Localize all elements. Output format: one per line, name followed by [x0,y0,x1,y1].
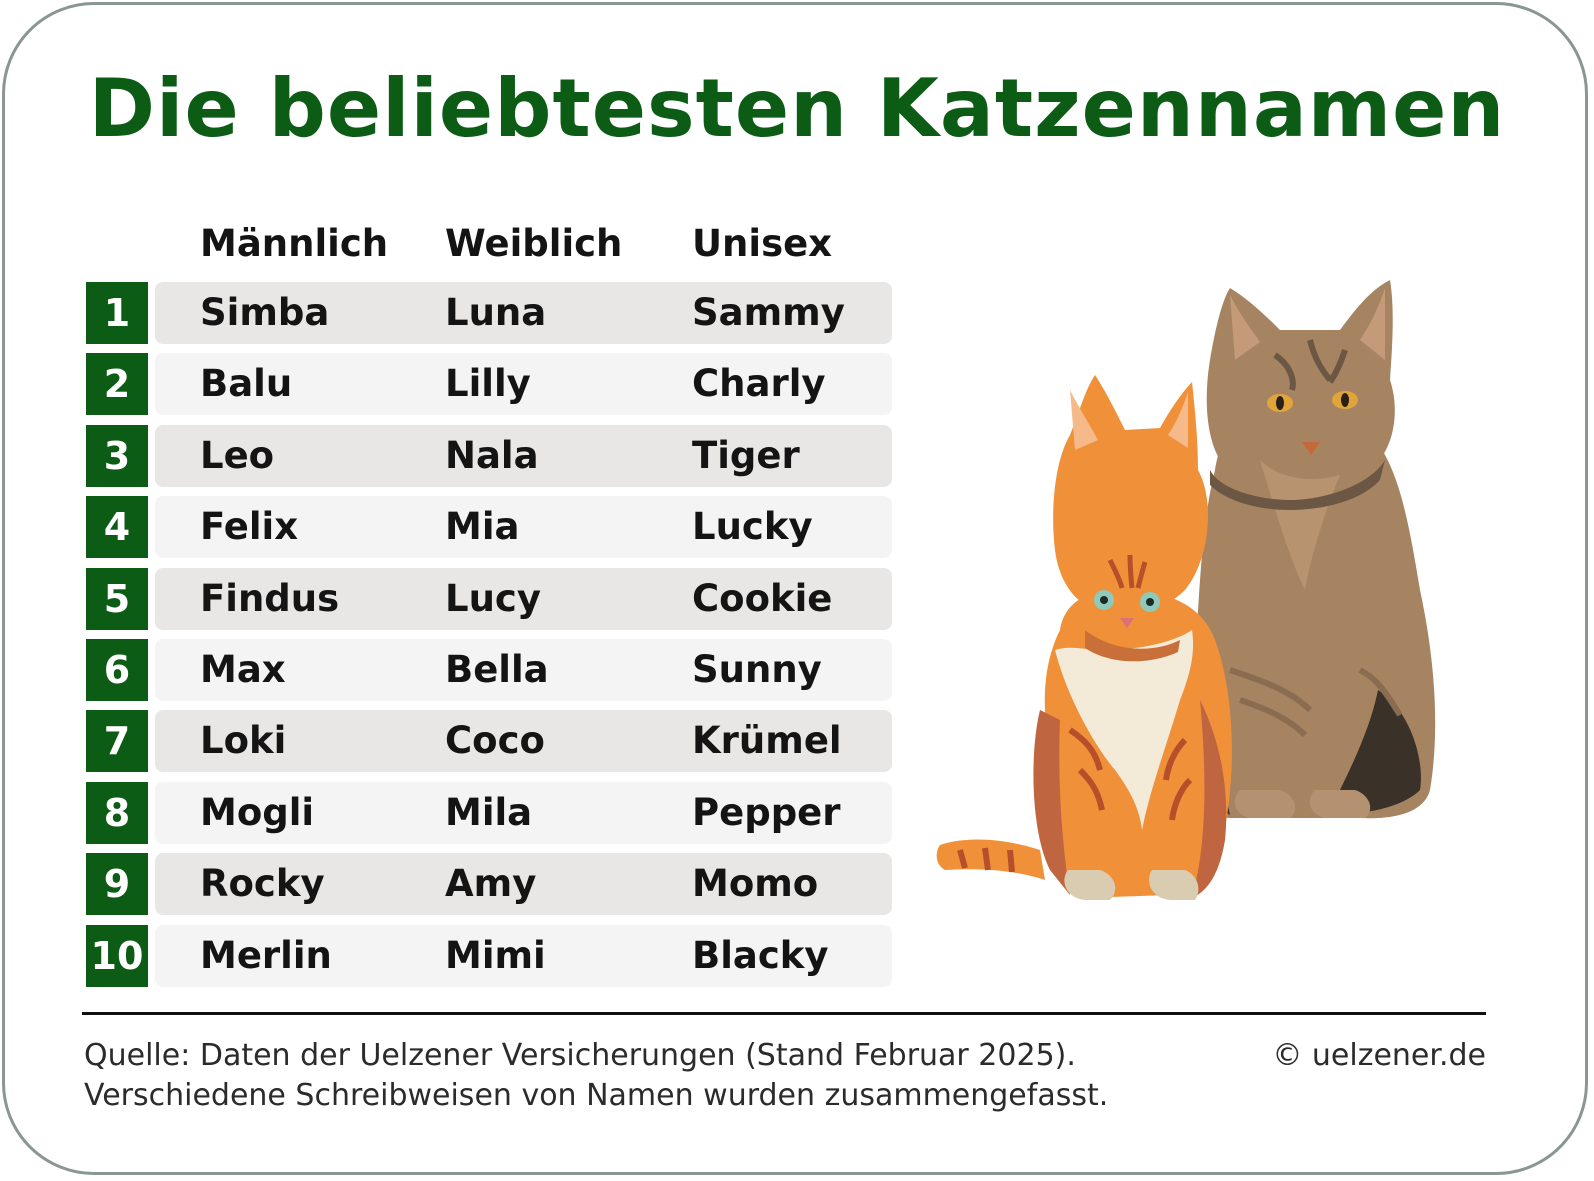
table-row [155,853,892,915]
two-cats-illustration [936,280,1436,900]
rank-badge: 8 [86,782,148,844]
male-name: Leo [200,434,275,477]
female-name: Mila [445,791,533,834]
table-row [155,496,892,558]
female-name: Lucy [445,577,541,620]
unisex-name: Lucky [692,505,813,548]
male-name: Max [200,648,286,691]
unisex-name: Sammy [692,291,845,334]
rank-badge: 4 [86,496,148,558]
rank-badge: 9 [86,853,148,915]
male-name: Mogli [200,791,315,834]
unisex-name: Tiger [692,434,800,477]
column-header-male: Männlich [200,222,389,265]
table-row [155,925,892,987]
male-name: Balu [200,362,293,405]
table-row [155,568,892,630]
female-name: Bella [445,648,549,691]
female-name: Mia [445,505,520,548]
copyright-text: © uelzener.de [1272,1038,1486,1073]
gray-cat-icon [1183,280,1436,819]
unisex-name: Pepper [692,791,841,834]
female-name: Mimi [445,934,546,977]
female-name: Coco [445,719,545,762]
column-header-unisex: Unisex [692,222,833,265]
female-name: Amy [445,862,537,905]
source-note: Quelle: Daten der Uelzener Versicherunge… [84,1036,1108,1116]
footer-divider [82,1012,1486,1015]
unisex-name: Cookie [692,577,833,620]
source-line-2: Verschiedene Schreibweisen von Namen wur… [84,1078,1109,1113]
unisex-name: Momo [692,862,819,905]
rank-badge: 5 [86,568,148,630]
page-title: Die beliebtesten Katzennamen [88,62,1506,155]
male-name: Loki [200,719,287,762]
male-name: Findus [200,577,340,620]
column-header-female: Weiblich [445,222,623,265]
female-name: Luna [445,291,547,334]
unisex-name: Charly [692,362,826,405]
table-row [155,782,892,844]
table-row [155,282,892,344]
female-name: Nala [445,434,539,477]
table-row [155,639,892,701]
male-name: Felix [200,505,299,548]
unisex-name: Blacky [692,934,829,977]
rank-badge: 3 [86,425,148,487]
table-row [155,353,892,415]
rank-badge: 1 [86,282,148,344]
rank-badge: 7 [86,710,148,772]
table-row [155,710,892,772]
source-line-1: Quelle: Daten der Uelzener Versicherunge… [84,1038,1076,1073]
unisex-name: Krümel [692,719,842,762]
female-name: Lilly [445,362,531,405]
rank-badge: 2 [86,353,148,415]
male-name: Merlin [200,934,332,977]
unisex-name: Sunny [692,648,822,691]
male-name: Simba [200,291,330,334]
male-name: Rocky [200,862,325,905]
table-row [155,425,892,487]
rank-badge: 6 [86,639,148,701]
orange-kitten-icon [936,375,1232,900]
rank-badge: 10 [86,925,148,987]
